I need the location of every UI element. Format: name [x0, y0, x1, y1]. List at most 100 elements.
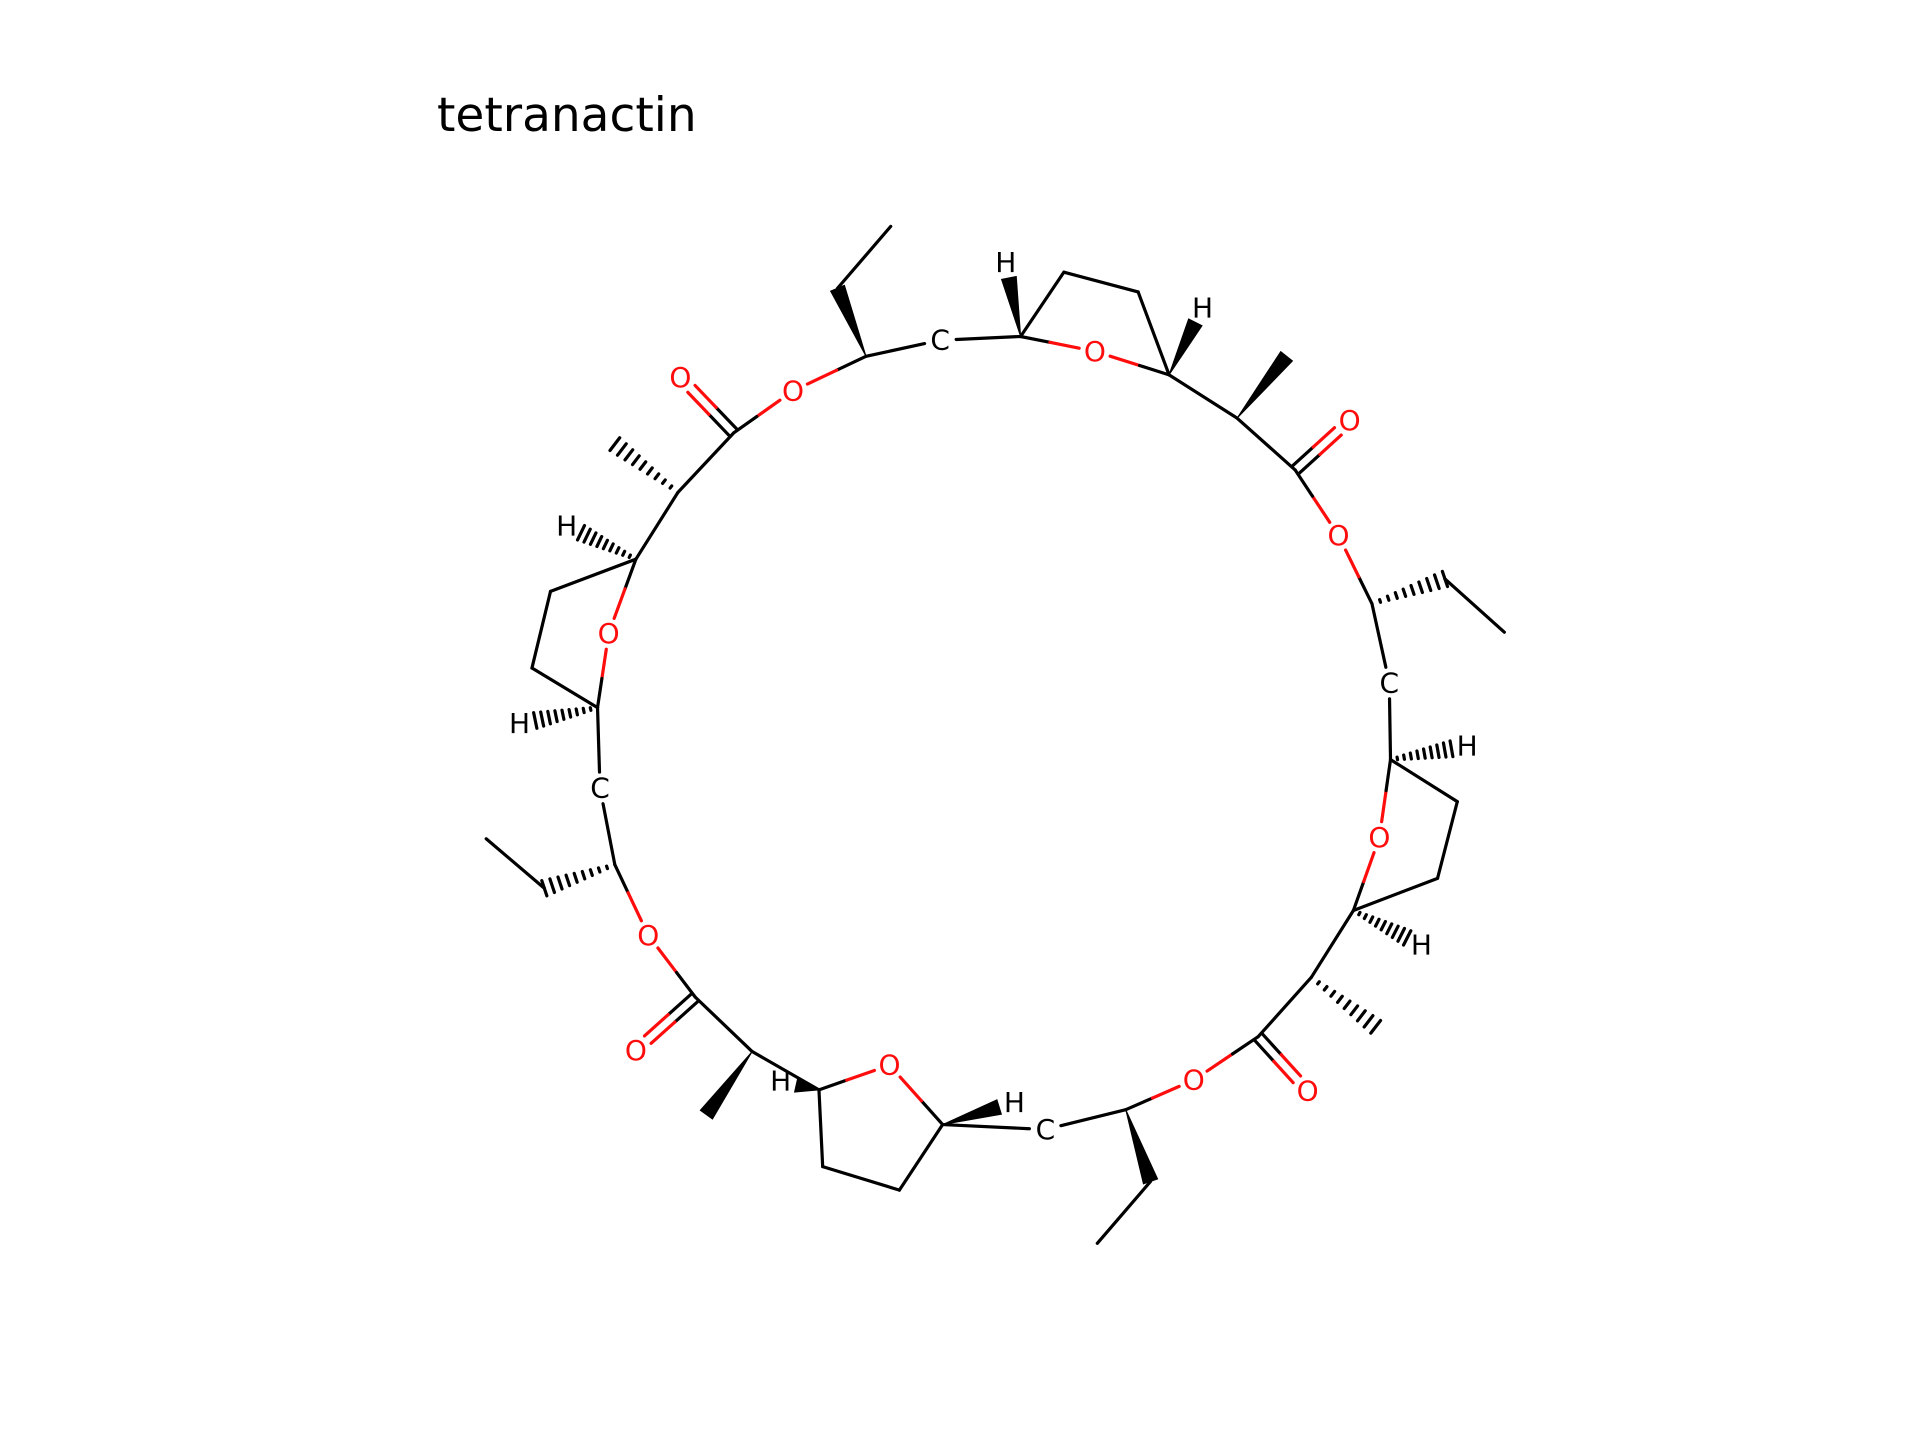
bond-a23-a24 [897, 1122, 945, 1192]
bond-a29-o9 [1279, 1053, 1303, 1078]
bond-a32-h7-hash [1357, 910, 1362, 917]
atom-h8-hydrogen: H [1457, 729, 1478, 762]
bond-a5-a6 [1136, 290, 1171, 377]
bond-a10-h3-hash [621, 549, 627, 557]
bond-a32-h7-hash [1379, 919, 1387, 932]
bond-a8-a9-hash [608, 436, 622, 453]
bond-a15-a16-hash [580, 869, 587, 881]
bond-a37-a38-hash [1409, 583, 1416, 596]
bond-o1-a6 [1108, 354, 1142, 368]
bond-a7-o3 [714, 405, 739, 432]
bond-a37-o11 [1357, 575, 1374, 606]
bond-a32-h7-hash [1396, 926, 1407, 943]
bond-a18-o6 [673, 999, 701, 1024]
atom-o4-oxygen: O [598, 617, 620, 650]
bond-a10-h3-hash [608, 542, 615, 553]
bond-a18-o6 [642, 1013, 670, 1038]
bond-a10-h3-hash [582, 527, 592, 544]
bond-a15-a16-hash [596, 866, 602, 874]
bond-a40-o12 [1318, 433, 1343, 457]
atom-h7-hydrogen: H [1411, 929, 1432, 962]
bond-a33-a34 [1435, 800, 1459, 880]
bond-a35-h8-hash [1435, 743, 1441, 760]
atom-h6-hydrogen: H [1004, 1086, 1025, 1119]
bond-a29-o9 [1272, 1059, 1295, 1085]
bond-a10-h3-hash [588, 531, 598, 546]
bond-a18-o6 [649, 1020, 677, 1045]
bond-a13-h4-hash [532, 711, 539, 730]
bond-a22-a23 [821, 1164, 901, 1192]
bond-a40-a41 [1235, 416, 1297, 472]
bond-a29-a30 [1256, 975, 1313, 1039]
bond-a35-h8-hash [1441, 741, 1448, 759]
bond-a35-h8-hash [1428, 745, 1434, 760]
bond-a8-a9-hash [668, 484, 674, 490]
bond-a19-a20-wedge [699, 1051, 753, 1120]
bond-a13-h4-hash [560, 708, 566, 721]
bond-a30-a31-hash [1362, 1014, 1375, 1029]
bond-a26-a27-wedge [1125, 1109, 1159, 1185]
bond-a32-h7-hash [1401, 929, 1413, 947]
atom-a14-carbon: C [590, 772, 610, 805]
atom-h5-hydrogen: H [770, 1065, 791, 1098]
bond-o2-a7 [755, 398, 782, 419]
bond-o10-a35 [1380, 789, 1388, 824]
bond-a41-a6 [1167, 373, 1239, 420]
bond-a6-h2-wedge [1168, 318, 1203, 376]
bond-a40-o12 [1290, 445, 1315, 469]
bond-a13-h4-hash [588, 706, 593, 712]
bond-a24-a25 [941, 1122, 1031, 1131]
bond-a3-o1 [1019, 334, 1052, 344]
bond-a10-o4 [623, 557, 638, 591]
atom-h3-hydrogen: H [556, 509, 577, 542]
bond-a15-a16-hash [588, 868, 594, 878]
bond-a10-h3-hash [601, 538, 610, 551]
bond-a15-a16-hash [604, 864, 610, 871]
bond-a8-a9-hash [630, 454, 641, 467]
bond-a32-h7-hash [1373, 917, 1381, 928]
bond-o11-a40 [1310, 494, 1332, 524]
bond-a15-a16-hash [548, 877, 557, 895]
bond-a32-h7-hash [1390, 924, 1400, 940]
bond-o5-a18 [656, 946, 679, 975]
bond-a13-h4-hash [574, 707, 579, 717]
bond-a21-h5-wedge [793, 1076, 821, 1093]
bond-a37-a38-hash [1432, 573, 1441, 591]
bond-a35-h8-hash [1408, 751, 1413, 761]
bond-a18-o6 [666, 991, 694, 1017]
bond-a10-h3-hash [575, 523, 587, 542]
bond-a7-a8 [676, 431, 736, 494]
bond-a16-a17 [484, 837, 546, 890]
bond-a30-a31-hash [1335, 994, 1344, 1004]
bond-a38-a39 [1443, 577, 1506, 634]
bond-a18-a19 [693, 995, 754, 1054]
atom-o11-oxygen: O [1328, 519, 1350, 552]
atom-o8-oxygen: O [1183, 1064, 1205, 1097]
bond-a4-a5 [1062, 270, 1140, 294]
bond-a32-a33 [1351, 876, 1440, 913]
bond-a27-a28 [1095, 1179, 1153, 1245]
bond-a32-h7-hash [1385, 922, 1394, 936]
bond-a36-a37 [1370, 602, 1388, 669]
bond-a35-a36 [1387, 697, 1393, 762]
bond-a10-h3-hash [595, 534, 604, 549]
bond-a14-a15 [601, 802, 617, 867]
atom-o2-oxygen: O [782, 374, 804, 407]
bond-o10-a35 [1384, 757, 1393, 793]
atom-a2-carbon: C [930, 324, 950, 357]
bond-a26-o8 [1124, 1096, 1155, 1112]
bond-a1-o2 [805, 368, 839, 386]
bond-a21-o7 [845, 1068, 876, 1082]
bond-a15-a16-hash [572, 871, 579, 884]
atom-a25-carbon: C [1036, 1113, 1056, 1146]
bond-a10-a11 [548, 557, 638, 593]
molecule-title: tetranactin [437, 88, 697, 143]
atom-o6-oxygen: O [625, 1034, 647, 1067]
bond-o4-a13 [595, 676, 604, 710]
bond-a13-h4-hash [546, 709, 552, 726]
bond-a30-a31-hash [1316, 980, 1321, 986]
bond-o8-a29 [1205, 1052, 1235, 1073]
atom-h2-hydrogen: H [1192, 292, 1213, 325]
atom-a36-carbon: C [1379, 666, 1399, 699]
bond-o1-a6 [1137, 363, 1171, 377]
